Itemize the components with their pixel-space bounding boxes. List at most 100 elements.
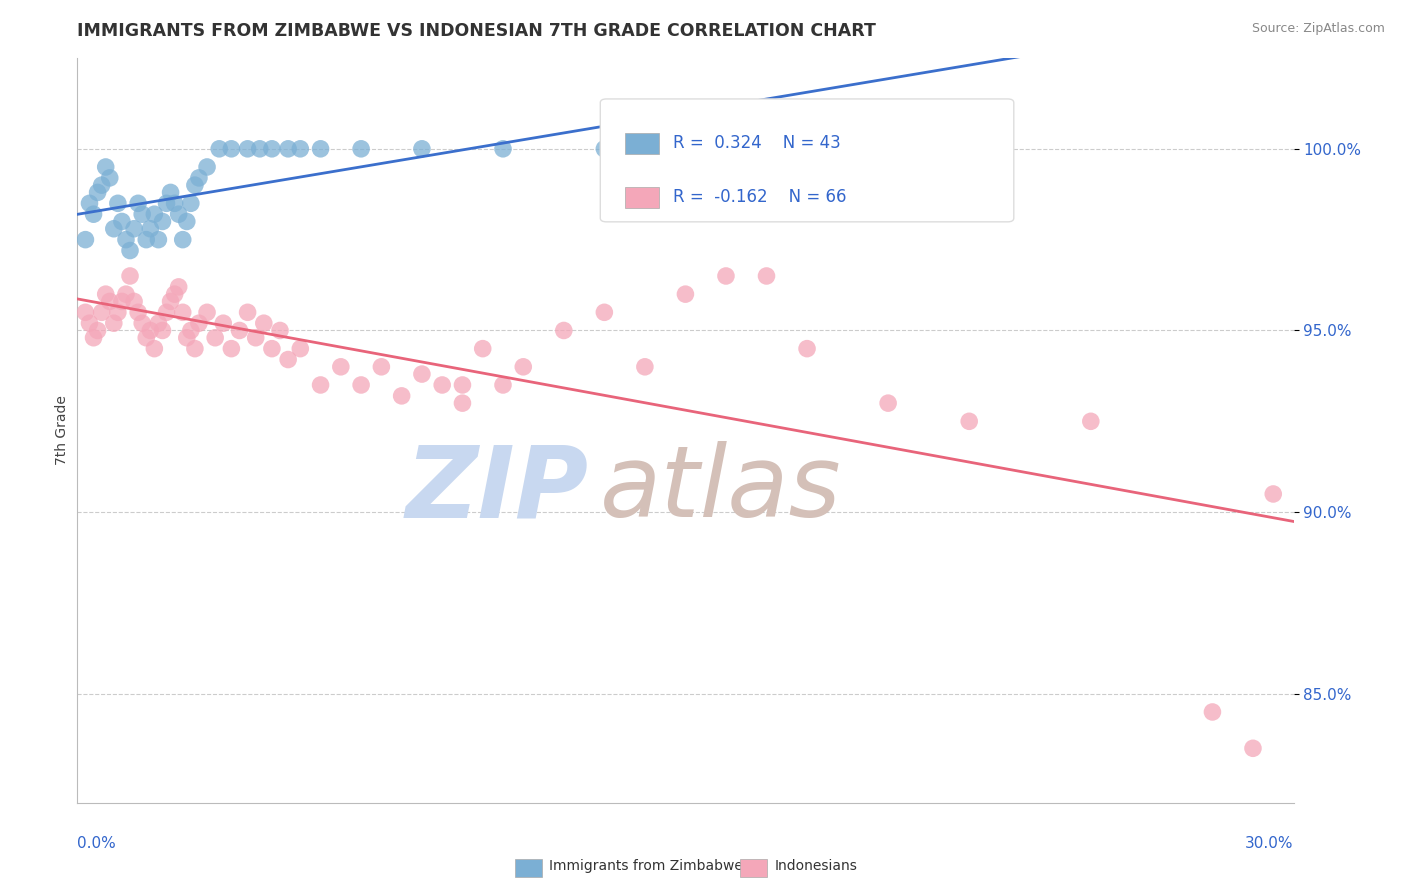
Text: IMMIGRANTS FROM ZIMBABWE VS INDONESIAN 7TH GRADE CORRELATION CHART: IMMIGRANTS FROM ZIMBABWE VS INDONESIAN 7…	[77, 22, 876, 40]
Point	[277, 352, 299, 367]
Point	[755, 268, 778, 283]
Point	[492, 378, 515, 392]
Point	[796, 342, 818, 356]
Point	[221, 142, 243, 156]
Point	[103, 316, 125, 330]
Point	[90, 178, 112, 193]
Point	[111, 294, 134, 309]
Point	[471, 342, 494, 356]
Point	[188, 170, 211, 185]
Point	[94, 287, 117, 301]
Point	[155, 196, 177, 211]
Point	[115, 233, 138, 247]
Text: Source: ZipAtlas.com: Source: ZipAtlas.com	[1251, 22, 1385, 36]
Point	[253, 316, 276, 330]
Point	[75, 233, 97, 247]
Point	[957, 414, 980, 428]
Point	[167, 207, 190, 221]
Point	[195, 305, 218, 319]
Point	[163, 196, 186, 211]
Point	[94, 160, 117, 174]
Point	[260, 142, 283, 156]
Point	[152, 214, 174, 228]
Point	[180, 196, 202, 211]
Point	[208, 142, 231, 156]
Point	[143, 207, 166, 221]
FancyBboxPatch shape	[600, 99, 1014, 222]
Point	[122, 221, 145, 235]
Text: Indonesians: Indonesians	[775, 859, 858, 873]
Text: ZIP: ZIP	[405, 442, 588, 539]
Point	[172, 233, 194, 247]
Point	[309, 378, 332, 392]
Point	[98, 294, 121, 309]
Point	[236, 142, 259, 156]
Text: 30.0%: 30.0%	[1246, 837, 1294, 851]
Text: atlas: atlas	[600, 442, 842, 539]
Point	[277, 142, 299, 156]
Point	[127, 305, 149, 319]
Point	[290, 342, 312, 356]
Point	[163, 287, 186, 301]
Point	[79, 196, 101, 211]
Point	[188, 316, 211, 330]
Point	[83, 207, 105, 221]
Point	[98, 170, 121, 185]
Point	[269, 323, 291, 337]
Point	[135, 233, 157, 247]
Point	[411, 142, 433, 156]
Point	[877, 396, 900, 410]
Point	[695, 142, 717, 156]
Point	[221, 342, 243, 356]
Point	[118, 244, 141, 258]
Point	[204, 331, 226, 345]
Point	[370, 359, 392, 374]
Point	[593, 142, 616, 156]
Point	[1201, 705, 1223, 719]
Point	[176, 331, 198, 345]
Point	[83, 331, 105, 345]
Point	[1241, 741, 1264, 756]
Y-axis label: 7th Grade: 7th Grade	[55, 395, 69, 466]
Point	[430, 378, 453, 392]
Point	[143, 342, 166, 356]
Point	[309, 142, 332, 156]
Point	[86, 323, 108, 337]
Text: 0.0%: 0.0%	[77, 837, 117, 851]
Point	[1263, 487, 1285, 501]
Point	[260, 342, 283, 356]
Point	[107, 305, 129, 319]
Point	[228, 323, 250, 337]
Text: R =  -0.162    N = 66: R = -0.162 N = 66	[673, 188, 846, 206]
Point	[148, 233, 170, 247]
Point	[593, 305, 616, 319]
Point	[167, 280, 190, 294]
Point	[451, 396, 474, 410]
Text: R =  0.324    N = 43: R = 0.324 N = 43	[673, 134, 841, 152]
Point	[135, 331, 157, 345]
Bar	[624, 133, 658, 153]
Point	[139, 323, 162, 337]
Point	[131, 207, 153, 221]
Point	[329, 359, 352, 374]
Point	[75, 305, 97, 319]
Point	[411, 367, 433, 381]
Point	[159, 186, 181, 200]
Point	[675, 287, 697, 301]
Point	[90, 305, 112, 319]
Point	[1080, 414, 1102, 428]
Point	[103, 221, 125, 235]
Point	[111, 214, 134, 228]
Point	[350, 142, 373, 156]
Point	[159, 294, 181, 309]
Point	[634, 359, 657, 374]
Point	[245, 331, 267, 345]
Point	[184, 342, 207, 356]
Point	[180, 323, 202, 337]
Bar	[624, 187, 658, 208]
Point	[152, 323, 174, 337]
Point	[512, 359, 534, 374]
Point	[391, 389, 413, 403]
Point	[118, 268, 141, 283]
Point	[139, 221, 162, 235]
